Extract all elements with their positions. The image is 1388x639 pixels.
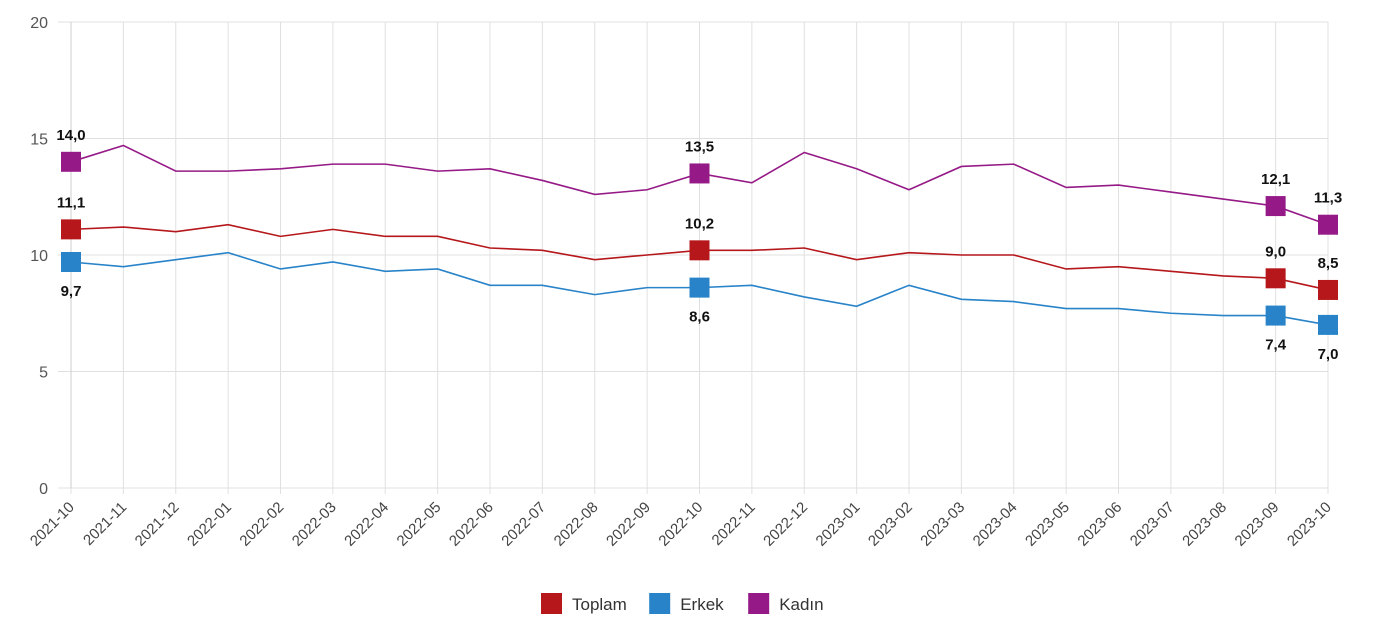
data-point-marker — [61, 151, 81, 172]
x-tick-label: 2023-05 — [1022, 499, 1073, 550]
x-tick-label: 2022-06 — [446, 499, 497, 550]
x-tick-label: 2023-09 — [1231, 499, 1282, 550]
data-labels: 11,1 10,2 9,0 8,5 9,7 8,6 7,4 7,0 14,0 13,5 12,1 11… — [56, 127, 1342, 363]
x-tick-label: 2022-02 — [236, 499, 287, 550]
x-tick-label: 2022-08 — [551, 499, 602, 550]
x-tick-label: 2022-12 — [760, 499, 811, 550]
x-tick-label: 2022-10 — [655, 499, 706, 550]
legend-label-erkek: Erkek — [680, 595, 724, 614]
y-tick-label: 20 — [30, 15, 48, 32]
x-tick-label: 2022-05 — [393, 499, 444, 550]
data-label: 13,5 — [685, 138, 714, 155]
x-axis: 2021-10 2021-11 2021-12 2022-01 2022-02 2022-… — [27, 499, 1335, 550]
x-tick-label: 2022-04 — [341, 499, 392, 550]
data-label: 8,6 — [689, 309, 710, 326]
data-label: 7,0 — [1318, 346, 1339, 363]
data-point-marker — [689, 240, 710, 261]
y-tick-label: 0 — [39, 481, 48, 498]
data-label: 14,0 — [56, 127, 85, 144]
data-label: 11,1 — [57, 194, 85, 211]
x-tick-label: 2022-03 — [289, 499, 340, 550]
legend-swatch — [748, 593, 770, 614]
x-tick-label: 2023-08 — [1179, 499, 1230, 550]
data-label: 12,1 — [1261, 171, 1290, 188]
y-axis: 0 5 10 15 20 — [30, 15, 48, 498]
data-label: 7,4 — [1265, 337, 1287, 354]
x-tick-label: 2023-02 — [865, 499, 916, 550]
legend-swatch — [649, 593, 671, 614]
x-tick-label: 2023-07 — [1127, 499, 1178, 550]
x-tick-label: 2023-03 — [917, 499, 968, 550]
legend-label-toplam: Toplam — [572, 595, 627, 614]
data-label: 8,5 — [1318, 255, 1339, 272]
x-tick-label: 2022-07 — [498, 499, 549, 550]
x-tick-label: 2021-10 — [27, 499, 78, 550]
data-point-marker — [1318, 279, 1338, 300]
data-point-marker — [61, 219, 81, 240]
data-point-marker — [1265, 268, 1286, 289]
x-tick-label: 2023-01 — [812, 499, 863, 550]
data-point-marker — [1265, 305, 1286, 326]
legend-swatch — [541, 593, 562, 614]
x-tick-label: 2022-01 — [184, 499, 235, 550]
y-tick-label: 15 — [30, 132, 48, 149]
data-point-marker — [689, 277, 710, 298]
data-label: 11,3 — [1314, 190, 1342, 207]
legend: Toplam Erkek Kadın — [541, 593, 824, 614]
x-tick-label: 2022-09 — [603, 499, 654, 550]
x-tick-label: 2023-06 — [1074, 499, 1125, 550]
x-tick-label: 2021-11 — [80, 499, 130, 549]
data-point-marker — [61, 251, 81, 272]
y-tick-label: 5 — [39, 365, 48, 382]
series-markers — [61, 151, 1338, 335]
y-tick-label: 10 — [30, 248, 48, 265]
data-label: 9,0 — [1265, 243, 1286, 260]
data-label: 10,2 — [685, 215, 714, 232]
data-point-marker — [1318, 214, 1338, 235]
data-point-marker — [689, 163, 710, 184]
x-tick-label: 2022-11 — [709, 499, 759, 549]
x-tick-label: 2023-04 — [970, 499, 1021, 550]
x-tick-label: 2021-12 — [132, 499, 183, 550]
data-point-marker — [1318, 314, 1338, 335]
data-point-marker — [1265, 196, 1286, 217]
x-tick-label: 2023-10 — [1284, 499, 1335, 550]
data-label: 9,7 — [61, 283, 82, 300]
legend-label-kadın: Kadın — [779, 595, 823, 614]
